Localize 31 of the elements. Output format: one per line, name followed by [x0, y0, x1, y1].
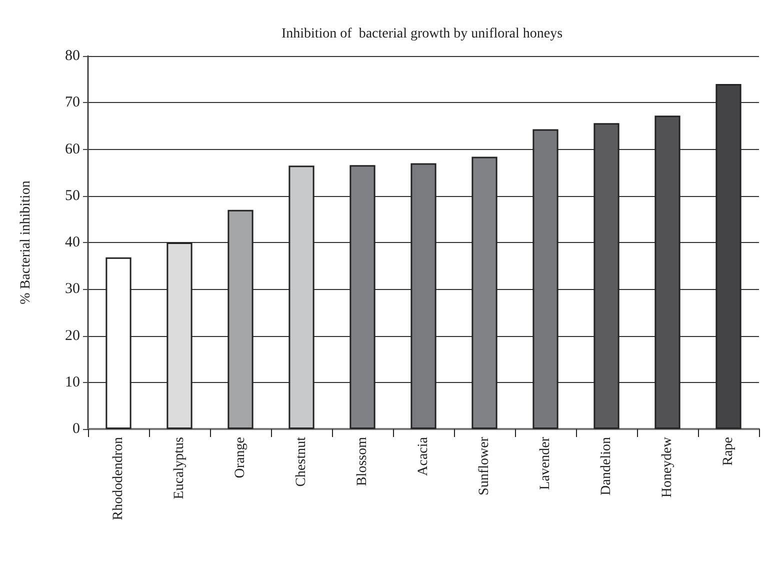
- y-tick-label: 50: [65, 188, 80, 204]
- y-tick-label: 10: [65, 374, 80, 390]
- x-tick-label: Sunflower: [477, 436, 492, 496]
- y-tick-label: 0: [72, 421, 80, 437]
- x-tick-label: Lavender: [538, 436, 553, 490]
- x-tick-label: Honeydew: [660, 436, 675, 498]
- bar: [350, 165, 376, 429]
- x-tick-label: Eucalyptus: [172, 437, 187, 500]
- y-tick-label: 60: [65, 141, 80, 158]
- bar: [106, 257, 132, 429]
- y-tick-label: 80: [65, 48, 80, 64]
- x-tick-label: Rhododendron: [111, 437, 126, 520]
- bar: [594, 123, 620, 429]
- bar: [228, 210, 254, 429]
- y-axis-title: % Bacterial inhibition: [18, 180, 34, 304]
- x-tick-label: Acacia: [416, 436, 431, 476]
- y-tick-label: 20: [65, 328, 80, 344]
- chart-title: Inhibition of bacterial growth by unifloral honeys: [281, 26, 563, 42]
- bar: [716, 84, 742, 429]
- y-tick-label: 70: [65, 94, 80, 111]
- x-tick-label: Rape: [721, 437, 736, 466]
- bar: [472, 156, 498, 429]
- bar: [166, 242, 192, 429]
- x-tick-label: Blossom: [355, 436, 370, 486]
- x-tick-label: Orange: [233, 437, 248, 478]
- x-tick-label: Chestnut: [294, 436, 309, 487]
- y-tick-label: 40: [65, 234, 80, 250]
- bar: [288, 166, 314, 429]
- bar: [654, 116, 680, 429]
- x-tick-label: Dandelion: [599, 437, 614, 496]
- y-tick-label: 30: [65, 281, 80, 298]
